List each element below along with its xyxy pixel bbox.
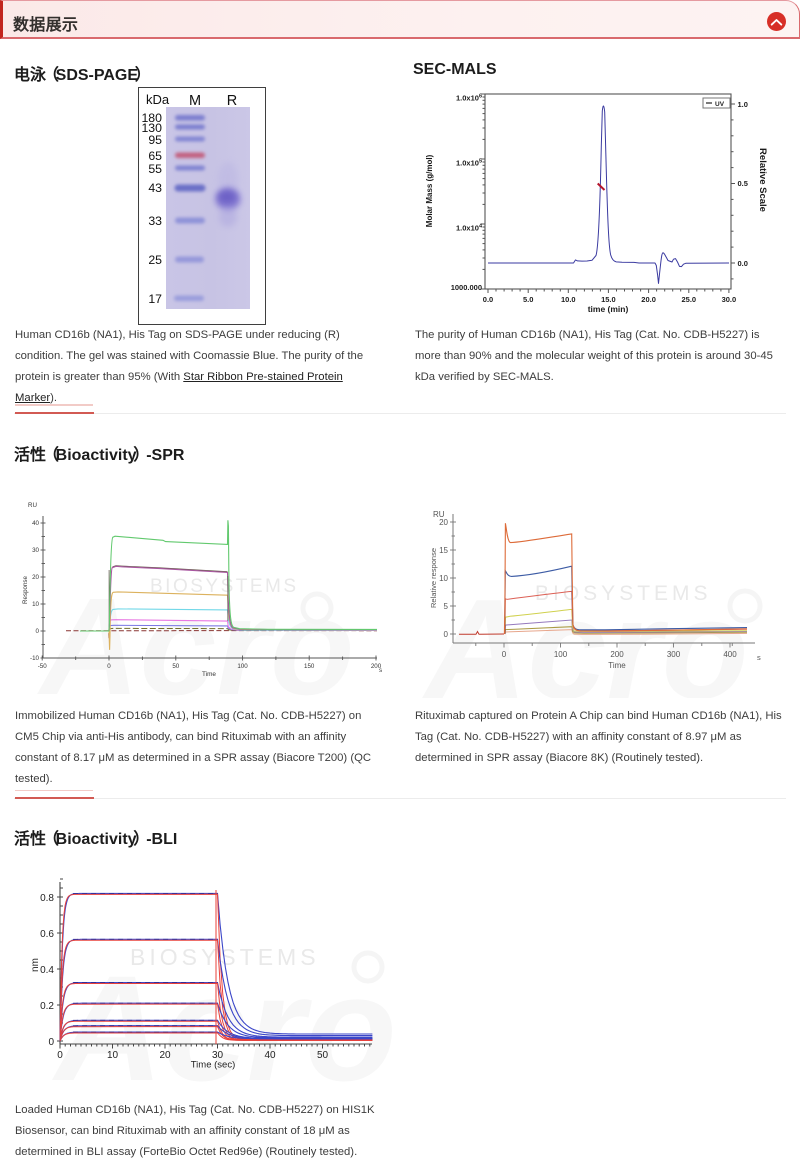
- svg-text:Time: Time: [608, 661, 626, 670]
- svg-text:0.2: 0.2: [40, 1001, 54, 1012]
- svg-text:130: 130: [141, 121, 162, 135]
- svg-text:0.5: 0.5: [738, 179, 748, 188]
- svg-text:100: 100: [554, 650, 568, 659]
- svg-text:15: 15: [439, 546, 448, 555]
- svg-text:17: 17: [148, 292, 162, 306]
- svg-text:200: 200: [610, 650, 624, 659]
- svg-text:1000.000: 1000.000: [451, 283, 482, 292]
- svg-text:20: 20: [32, 574, 39, 581]
- svg-text:Relative response: Relative response: [429, 548, 438, 608]
- svg-text:5: 5: [444, 602, 449, 611]
- svg-text:43: 43: [148, 181, 162, 195]
- svg-text:25.0: 25.0: [681, 295, 696, 304]
- svg-text:1.0x106: 1.0x106: [456, 94, 482, 103]
- svg-text:s: s: [757, 653, 761, 662]
- svg-text:50: 50: [317, 1050, 329, 1061]
- svg-text:10.0: 10.0: [561, 295, 576, 304]
- svg-text:s: s: [379, 667, 382, 674]
- svg-text:Relative Scale: Relative Scale: [757, 148, 768, 212]
- svg-text:150: 150: [304, 663, 315, 670]
- svg-text:30: 30: [212, 1050, 224, 1061]
- svg-text:1.0: 1.0: [738, 100, 748, 109]
- svg-text:0.0: 0.0: [738, 259, 748, 268]
- svg-text:BIOSYSTEMS: BIOSYSTEMS: [535, 582, 712, 605]
- svg-text:20.0: 20.0: [641, 295, 656, 304]
- svg-text:15.0: 15.0: [601, 295, 616, 304]
- svg-text:10: 10: [107, 1050, 119, 1061]
- svg-text:UV: UV: [715, 101, 725, 108]
- svg-text:30.0: 30.0: [722, 295, 737, 304]
- svg-text:1.0x104: 1.0x104: [456, 224, 483, 233]
- svg-text:20: 20: [159, 1050, 171, 1061]
- svg-text:RU: RU: [28, 502, 37, 509]
- svg-text:55: 55: [148, 162, 162, 176]
- svg-text:40: 40: [264, 1050, 276, 1061]
- svg-text:kDa: kDa: [146, 92, 170, 107]
- svg-text:0.4: 0.4: [40, 965, 54, 976]
- svg-text:200: 200: [371, 663, 382, 670]
- svg-text:0: 0: [36, 628, 40, 635]
- svg-text:BIOSYSTEMS: BIOSYSTEMS: [150, 576, 299, 597]
- svg-text:50: 50: [172, 663, 179, 670]
- svg-text:Time (sec): Time (sec): [191, 1060, 236, 1071]
- svg-text:180: 180: [141, 111, 162, 125]
- svg-text:time (min): time (min): [588, 304, 629, 314]
- svg-text:1.0x105: 1.0x105: [456, 159, 482, 168]
- svg-text:nm: nm: [30, 958, 41, 972]
- svg-text:300: 300: [667, 650, 681, 659]
- svg-text:M: M: [189, 93, 201, 109]
- svg-text:0.8: 0.8: [40, 893, 54, 904]
- svg-text:-50: -50: [38, 663, 48, 670]
- svg-text:33: 33: [148, 214, 162, 228]
- svg-text:10: 10: [32, 601, 39, 608]
- svg-text:100: 100: [237, 663, 248, 670]
- svg-text:0: 0: [107, 663, 111, 670]
- svg-text:30: 30: [32, 547, 39, 554]
- svg-text:0: 0: [48, 1037, 54, 1048]
- svg-text:Acro: Acro: [37, 570, 354, 698]
- svg-text:0: 0: [444, 630, 449, 639]
- svg-text:0: 0: [502, 650, 507, 659]
- svg-text:Response: Response: [22, 576, 29, 604]
- svg-text:-10: -10: [30, 655, 40, 662]
- svg-text:0: 0: [57, 1050, 63, 1061]
- svg-text:Time: Time: [202, 671, 216, 678]
- svg-text:0.0: 0.0: [483, 295, 493, 304]
- svg-text:RU: RU: [433, 510, 445, 519]
- svg-text:65: 65: [148, 149, 162, 163]
- svg-text:R: R: [227, 93, 237, 109]
- svg-text:Molar Mass (g/mol): Molar Mass (g/mol): [425, 154, 434, 227]
- svg-text:400: 400: [723, 650, 737, 659]
- svg-text:95: 95: [148, 133, 162, 147]
- svg-text:5.0: 5.0: [523, 295, 533, 304]
- svg-text:25: 25: [148, 253, 162, 267]
- svg-text:10: 10: [439, 574, 448, 583]
- svg-text:20: 20: [439, 518, 448, 527]
- svg-text:40: 40: [32, 520, 39, 527]
- svg-text:0.6: 0.6: [40, 929, 54, 940]
